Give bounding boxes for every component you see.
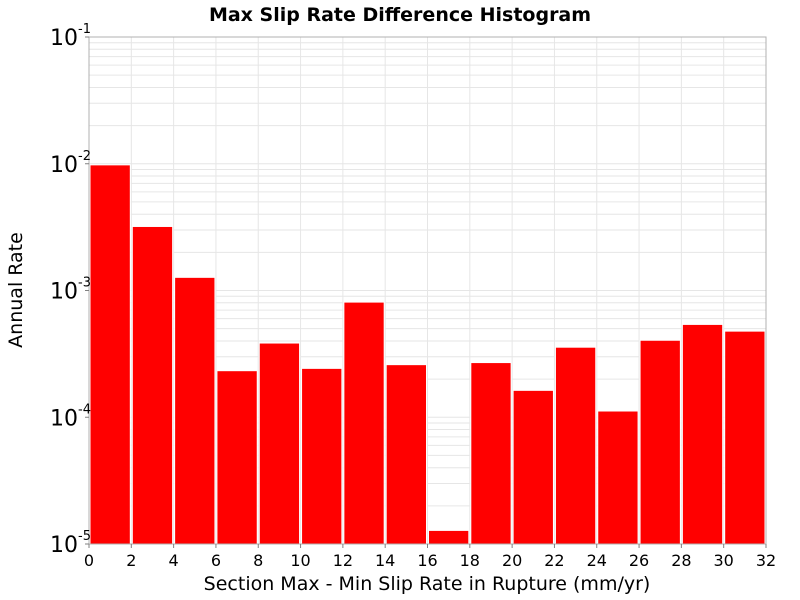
x-tick-label: 26: [629, 551, 649, 570]
x-tick-label: 10: [290, 551, 310, 570]
bar: [301, 367, 343, 545]
x-tick-label: 12: [333, 551, 353, 570]
bar: [385, 364, 427, 545]
bar: [216, 370, 258, 545]
y-tick-label: 10-4: [50, 402, 91, 431]
bar: [89, 164, 131, 545]
bar: [428, 529, 470, 545]
bar: [724, 330, 766, 545]
x-tick-label: 16: [417, 551, 437, 570]
x-tick-label: 32: [756, 551, 776, 570]
bar: [258, 342, 301, 545]
bar: [597, 410, 639, 545]
x-tick-label: 4: [169, 551, 179, 570]
bar: [512, 389, 554, 545]
y-tick-label: 10-1: [50, 22, 91, 51]
bar: [470, 362, 512, 545]
y-axis-label: Annual Rate: [5, 232, 27, 348]
y-tick-label: 10-5: [50, 529, 91, 558]
x-tick-label: 8: [253, 551, 263, 570]
bar: [681, 323, 724, 545]
y-ticks: 10-5 10-4 10-3 10-2 10-1: [50, 22, 91, 558]
x-axis-label: Section Max - Min Slip Rate in Rupture (…: [204, 573, 651, 595]
bars: [89, 164, 766, 545]
x-tick-label: 18: [460, 551, 480, 570]
x-tick-label: 0: [84, 551, 94, 570]
x-tick-label: 22: [544, 551, 564, 570]
bar: [639, 339, 681, 545]
x-tick-label: 24: [587, 551, 607, 570]
bar: [131, 225, 174, 545]
x-tick-label: 30: [714, 551, 734, 570]
x-tick-label: 20: [502, 551, 522, 570]
bar: [343, 301, 385, 545]
y-tick-label: 10-2: [50, 149, 91, 178]
x-tick-label: 6: [211, 551, 221, 570]
x-ticks: 0 2 4 6 8 10 12 14 16 18 20 22 24 26 28 30 32: [84, 544, 776, 570]
y-tick-label: 10-3: [50, 276, 91, 305]
bar: [174, 276, 216, 545]
x-tick-label: 14: [375, 551, 395, 570]
x-tick-label: 2: [126, 551, 136, 570]
bar: [554, 346, 597, 545]
chart-title: Max Slip Rate Difference Histogram: [209, 4, 591, 26]
x-tick-label: 28: [671, 551, 691, 570]
